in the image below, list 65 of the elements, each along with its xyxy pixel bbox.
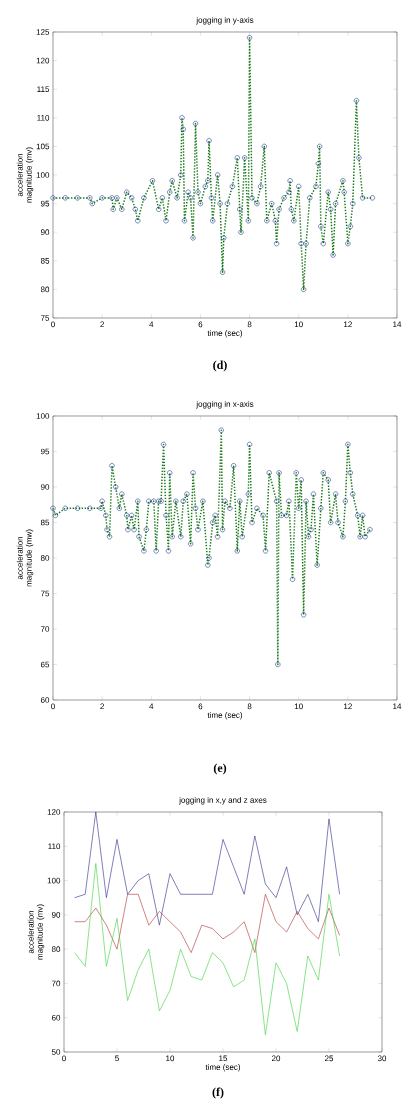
x-tick-label: 10 <box>294 321 303 328</box>
x-tick-label: 8 <box>247 321 252 328</box>
y-tick-label: 90 <box>40 484 50 490</box>
x-tick-label: 5 <box>115 1055 119 1062</box>
x-tick-label: 10 <box>166 1055 175 1062</box>
y-tick-label: 95 <box>40 200 50 207</box>
y-tick-label: 80 <box>51 946 61 952</box>
chart-title: jogging in x-axis <box>196 401 254 409</box>
x-tick-label: 6 <box>198 321 203 328</box>
line-series <box>74 863 340 1036</box>
y-axis-title: acceleration magnitude (mv) <box>16 147 34 203</box>
x-tick-label: 2 <box>100 321 104 328</box>
y-tick-label: 75 <box>40 315 50 321</box>
text: (d) <box>213 360 227 372</box>
chart-title: jogging in x,y and z axes <box>179 797 267 805</box>
x-axis-title: time (sec) <box>207 712 243 720</box>
y-tick-label: 50 <box>51 1049 61 1055</box>
y-tick-label: 90 <box>40 229 50 236</box>
y-tick-label: 90 <box>51 912 61 918</box>
x-axis-title: time (sec) <box>205 1064 241 1072</box>
x-tick-label: 12 <box>344 321 352 328</box>
x-tick-label: 14 <box>393 321 402 328</box>
x-tick-label: 10 <box>294 703 303 710</box>
y-tick-label: 110 <box>48 843 61 850</box>
y-tick-label: 120 <box>47 809 61 815</box>
y-tick-label: 115 <box>37 86 50 92</box>
y-tick-label: 70 <box>40 626 50 632</box>
y-tick-label: 60 <box>51 1014 61 1021</box>
x-tick-label: 6 <box>198 703 203 710</box>
y-tick-label: 85 <box>40 257 50 264</box>
line-series <box>74 893 340 953</box>
y-tick-label: 75 <box>40 590 50 597</box>
y-axis-title: acceleration magnitude (mv) <box>27 904 45 960</box>
y-tick-label: 100 <box>36 413 50 419</box>
text: (e) <box>213 763 227 775</box>
x-tick-label: 0 <box>51 321 55 328</box>
x-tick-label: 14 <box>393 703 402 710</box>
x-tick-label: 20 <box>271 1055 281 1062</box>
x-tick-label: 2 <box>100 703 104 710</box>
x-tick-label: 15 <box>219 1055 228 1062</box>
x-tick-label: 30 <box>377 1055 387 1062</box>
x-tick-label: 0 <box>51 703 55 710</box>
x-tick-label: 8 <box>247 703 252 710</box>
y-tick-label: 100 <box>47 877 61 884</box>
y-tick-label: 60 <box>40 697 50 703</box>
y-tick-label: 65 <box>40 661 50 668</box>
chart-title: jogging in y-axis <box>196 17 254 25</box>
x-axis-title: time (sec) <box>207 330 243 338</box>
y-tick-label: 110 <box>37 114 50 121</box>
y-axis-title: acceleration magnitude (mw) <box>16 529 34 587</box>
x-tick-label: 4 <box>149 703 154 710</box>
y-tick-label: 80 <box>40 286 50 293</box>
x-tick-label: 0 <box>62 1055 66 1062</box>
x-tick-label: 4 <box>149 321 154 328</box>
y-tick-label: 100 <box>36 172 50 178</box>
x-tick-label: 25 <box>324 1055 334 1062</box>
y-tick-label: 125 <box>36 29 50 35</box>
y-tick-label: 85 <box>40 519 50 526</box>
y-tick-label: 120 <box>36 57 50 64</box>
y-tick-label: 80 <box>40 555 50 561</box>
y-tick-label: 70 <box>51 980 61 987</box>
x-tick-label: 12 <box>344 703 352 710</box>
y-tick-label: 95 <box>40 448 50 455</box>
text: (f) <box>212 1087 224 1099</box>
y-tick-label: 105 <box>36 143 50 150</box>
